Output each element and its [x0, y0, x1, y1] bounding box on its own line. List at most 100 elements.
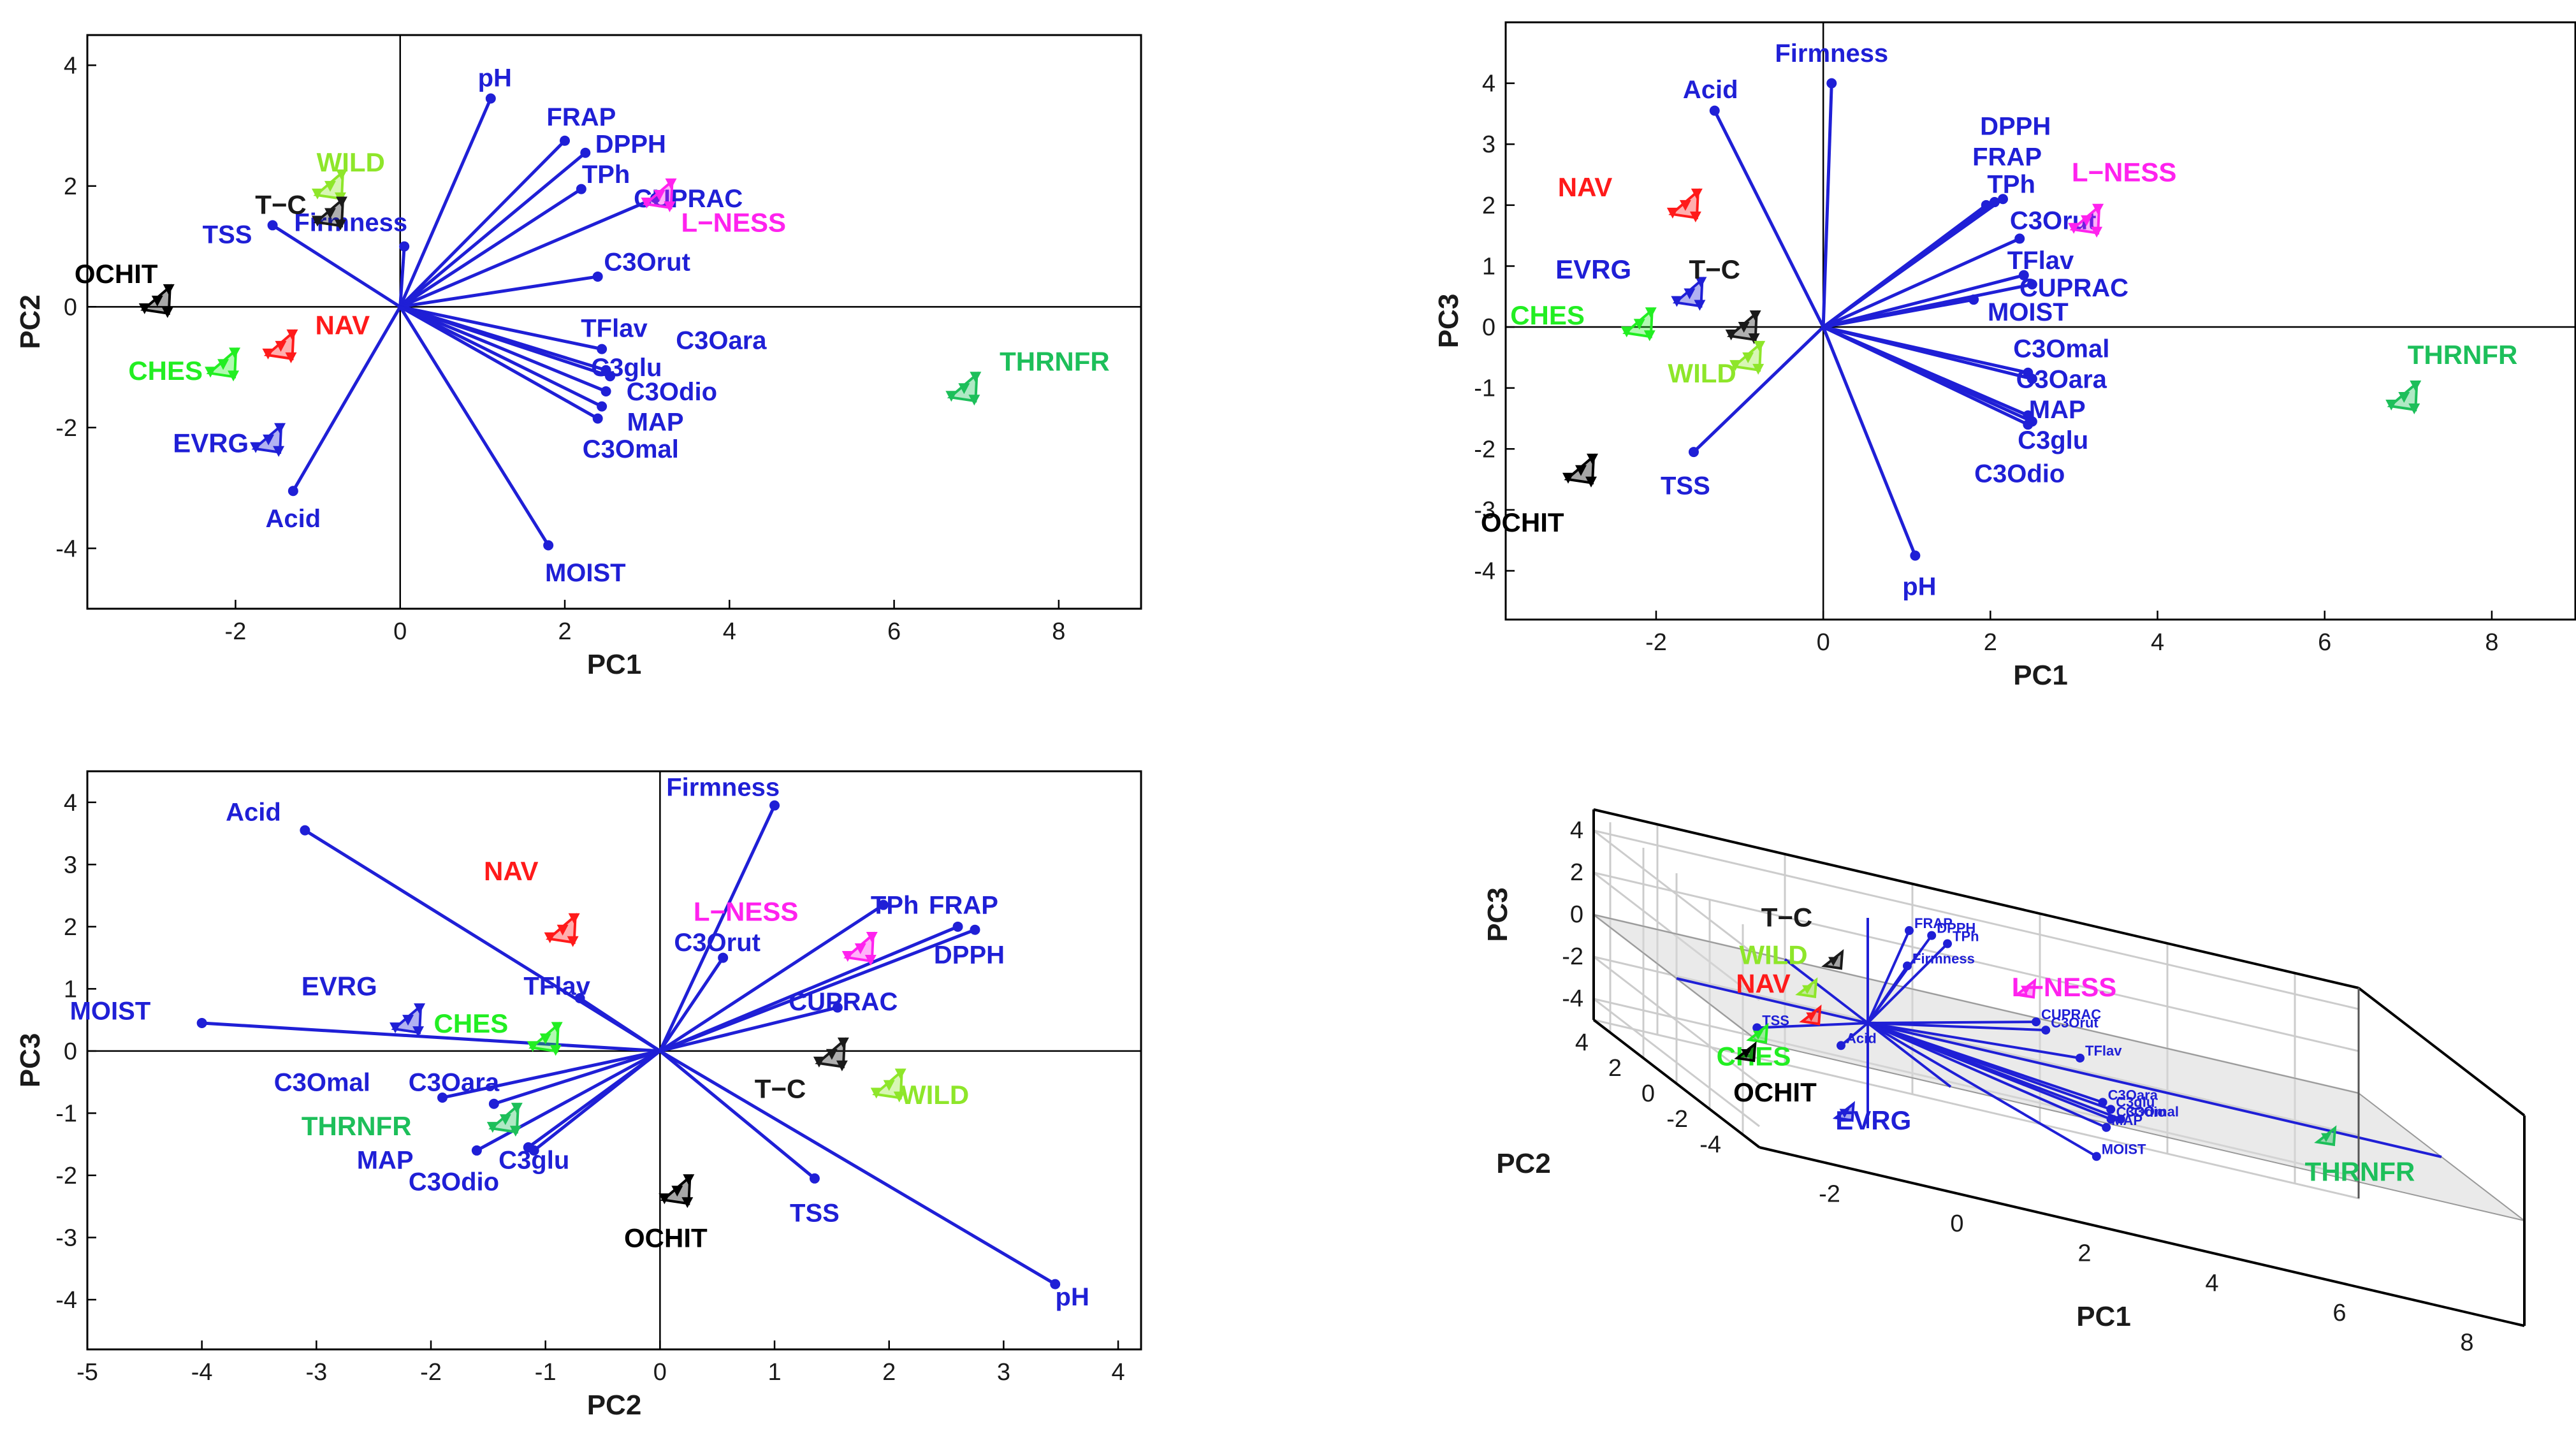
- pc3-tick-label: 4: [1570, 817, 1583, 844]
- sample-marker: [945, 391, 957, 402]
- sample-marker: [2081, 215, 2093, 226]
- vector-tip: [952, 921, 963, 932]
- pc1-tick-label: 0: [1950, 1210, 1963, 1237]
- sample-marker: [1753, 1031, 1763, 1040]
- vector-line: [1757, 1022, 1868, 1029]
- y-tick-label: -1: [1474, 375, 1495, 402]
- loading-vector-tss: TSS: [1661, 326, 1824, 500]
- sample-marker: [1691, 188, 1703, 200]
- x-tick-label: 2: [882, 1359, 896, 1386]
- group-label: THRNFR: [1000, 347, 1110, 377]
- sample-marker: [1802, 985, 1812, 994]
- x-tick-label: 4: [1111, 1359, 1124, 1386]
- pc2-tick-label: -4: [1699, 1131, 1721, 1158]
- vector-line: [1823, 273, 2025, 329]
- vector-label: MOIST: [545, 559, 626, 587]
- sample-marker: [311, 215, 323, 227]
- vector-line: [399, 305, 603, 408]
- vector-label: Acid: [226, 798, 281, 826]
- x-tick-label: 0: [393, 618, 407, 645]
- sample-marker: [1806, 1012, 1817, 1022]
- vector-tip: [2027, 374, 2037, 384]
- vector-line: [272, 224, 402, 309]
- group-label: THRNFR: [302, 1111, 412, 1141]
- x-tick-label: 0: [1817, 629, 1830, 656]
- vector-line: [659, 1006, 838, 1053]
- x-tick-label: -2: [420, 1359, 442, 1386]
- sample-marker: [2385, 400, 2398, 411]
- vector-label: C3glu: [2116, 1094, 2155, 1110]
- pc3-tick-label: -2: [1562, 943, 1583, 970]
- sample-marker: [499, 1114, 511, 1126]
- vector-line: [1867, 934, 1933, 1024]
- y-tick-label: 2: [64, 173, 77, 200]
- group-thrnfr: THRNFR: [2385, 340, 2517, 415]
- x-tick-label: -2: [225, 618, 247, 645]
- vector-label: MOIST: [1988, 298, 2069, 326]
- box-edge: [2357, 987, 2526, 1117]
- sample-marker: [1754, 340, 1766, 352]
- loading-vector-tflav: TFlav: [1823, 247, 2074, 329]
- sample-marker: [841, 950, 854, 962]
- sample-marker: [894, 1068, 906, 1080]
- sample-marker: [883, 1080, 895, 1091]
- sample-marker: [870, 1087, 882, 1099]
- x-tick-label: -4: [191, 1359, 213, 1386]
- loading-vector-c3glu: C3glu: [399, 305, 662, 382]
- biplot-pc2-pc3: -5 -4 -3 -2 -1 0 1 2 3 4 -4 -3 -2 -1 0 1 2 3 4 PC2 PC3 Acid Fi…: [0, 752, 1288, 1438]
- sample-marker: [511, 1103, 523, 1114]
- loading-vector-tss: TSS: [1752, 1012, 1868, 1033]
- group-label: WILD: [317, 147, 385, 177]
- sample-marker: [509, 1126, 521, 1137]
- box-edge: [1593, 808, 2359, 989]
- vector-label: C3Omal: [2013, 335, 2109, 363]
- sample-marker: [1689, 211, 1701, 222]
- group-evrg: EVRG: [1832, 1101, 1911, 1135]
- sample-marker: [893, 1091, 905, 1103]
- vector-tip: [592, 271, 603, 282]
- loading-vector-firmness: Firmness: [294, 209, 410, 307]
- vector-label: Acid: [266, 505, 321, 533]
- sample-marker: [970, 372, 982, 383]
- group-label: L−NESS: [2072, 157, 2177, 187]
- y-tick-label: 1: [1482, 253, 1495, 280]
- sample-marker: [1694, 300, 1706, 311]
- sample-marker: [311, 188, 323, 200]
- vector-tip: [605, 371, 616, 382]
- vector-label: CUPRAC: [789, 988, 898, 1016]
- vector-line: [659, 903, 885, 1052]
- loading-vector-map: MAP: [399, 305, 684, 436]
- y-tick-label: -3: [1474, 497, 1495, 524]
- pc1-tick-label: 2: [2078, 1240, 2091, 1267]
- vector-tip: [1910, 550, 1921, 561]
- vector-tip: [2102, 1122, 2111, 1132]
- sample-marker: [1729, 360, 1742, 371]
- x-tick-label: 4: [2151, 629, 2164, 656]
- group-wild: WILD: [870, 1068, 969, 1110]
- loading-vector-cuprac: CUPRAC: [399, 185, 743, 309]
- pc1-tick-label: 4: [2205, 1270, 2218, 1296]
- loading-vector-c3omal: C3Omal: [274, 1049, 660, 1103]
- vector-tip: [437, 1093, 448, 1103]
- vector-tip: [574, 992, 585, 1003]
- vector-tip: [1752, 1023, 1762, 1033]
- y-tick-label: -4: [55, 1287, 77, 1314]
- vector-line: [1867, 1022, 2107, 1129]
- y-tick-label: -2: [55, 1163, 77, 1189]
- group-wild: WILD: [1739, 940, 1818, 998]
- grid-line: [1593, 829, 2359, 1010]
- vector-line: [1822, 198, 2004, 329]
- sample-marker: [335, 196, 347, 208]
- vector-label: C3Odio: [627, 378, 717, 406]
- loading-vector-firmness: Firmness: [659, 773, 780, 1052]
- group-ches: CHES: [434, 1008, 563, 1056]
- vector-tip: [600, 386, 611, 396]
- sample-marker: [683, 1174, 695, 1186]
- vector-line: [1867, 1022, 2112, 1121]
- vector-line: [1867, 1022, 2097, 1158]
- vector-label: pH: [1902, 572, 1936, 600]
- vector-tip: [2014, 233, 2025, 244]
- sample-marker: [1586, 453, 1598, 465]
- vector-label: DPPH: [1980, 113, 2051, 141]
- sample-marker: [659, 1193, 671, 1205]
